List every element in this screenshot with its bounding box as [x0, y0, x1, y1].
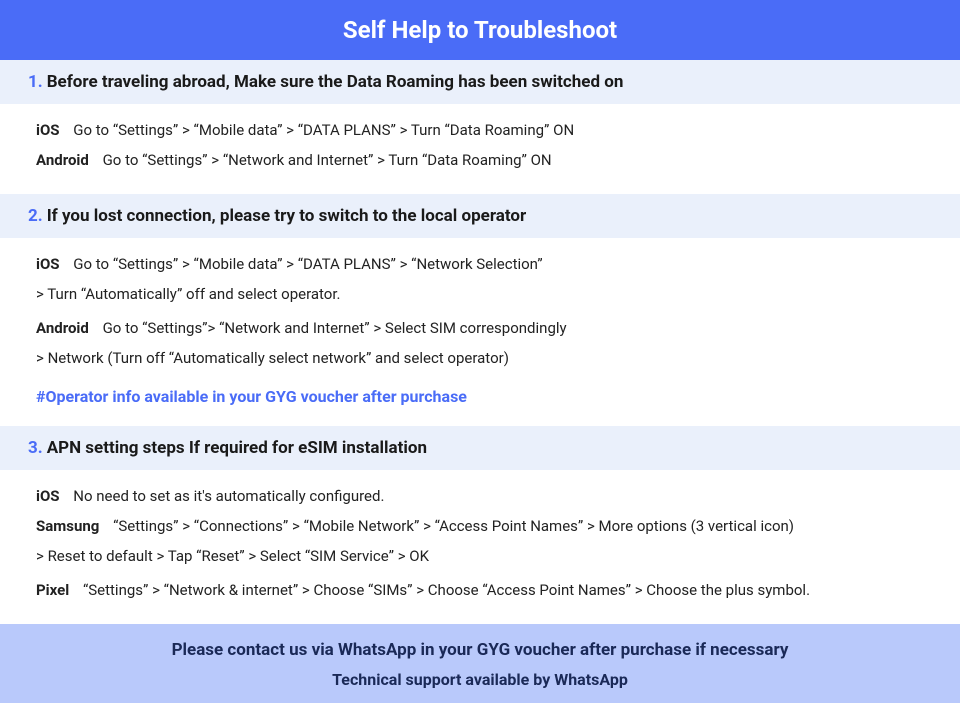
page-footer: Please contact us via WhatsApp in your G… — [0, 624, 960, 703]
section-2-note: #Operator info available in your GYG vou… — [36, 384, 924, 410]
platform-label: Pixel — [36, 581, 69, 599]
section-1-rest: Make sure the Data Roaming has been swit… — [230, 72, 624, 92]
section-2-body: iOS Go to “Settings” > “Mobile data” > “… — [0, 238, 960, 426]
section-2-item-android: Android Go to “Settings”> “Network and I… — [36, 316, 924, 340]
instruction-text: Go to “Settings” > “Network and Internet… — [103, 151, 552, 169]
section-1-number: 1. — [28, 72, 43, 92]
instruction-text: Go to “Settings”> “Network and Internet”… — [103, 319, 567, 337]
platform-label: Samsung — [36, 517, 99, 535]
section-1-heading: 1.Before traveling abroad, Make sure the… — [0, 60, 960, 104]
section-3-item-ios: iOS No need to set as it's automatically… — [36, 484, 924, 508]
section-2-item-android-cont: > Network (Turn off “Automatically selec… — [36, 346, 924, 370]
instruction-text: Go to “Settings” > “Mobile data” > “DATA… — [73, 121, 574, 139]
section-3-number: 3. — [28, 438, 43, 458]
instruction-text: No need to set as it's automatically con… — [73, 487, 384, 505]
section-2-heading: 2.If you lost connection, please try to … — [0, 194, 960, 238]
platform-label: Android — [36, 151, 89, 169]
section-1-body: iOS Go to “Settings” > “Mobile data” > “… — [0, 104, 960, 194]
instruction-text: Go to “Settings” > “Mobile data” > “DATA… — [73, 255, 542, 273]
section-2-item-ios: iOS Go to “Settings” > “Mobile data” > “… — [36, 252, 924, 276]
platform-label: iOS — [36, 255, 60, 273]
section-3-body: iOS No need to set as it's automatically… — [0, 470, 960, 624]
section-3-lead: APN setting steps If required for eSIM i… — [47, 438, 427, 458]
section-3-item-pixel: Pixel “Settings” > “Network & internet” … — [36, 578, 924, 602]
platform-label: iOS — [36, 487, 60, 505]
instruction-text: “Settings” > “Network & internet” > Choo… — [83, 581, 810, 599]
section-1-item-ios: iOS Go to “Settings” > “Mobile data” > “… — [36, 118, 924, 142]
section-3-item-samsung-cont: > Reset to default > Tap “Reset” > Selec… — [36, 544, 924, 568]
footer-line-2: Technical support available by WhatsApp — [0, 670, 960, 689]
section-3-heading: 3.APN setting steps If required for eSIM… — [0, 426, 960, 470]
section-3-item-samsung: Samsung “Settings” > “Connections” > “Mo… — [36, 514, 924, 538]
platform-label: iOS — [36, 121, 60, 139]
page-title: Self Help to Troubleshoot — [343, 16, 617, 44]
platform-label: Android — [36, 319, 89, 337]
section-2-item-ios-cont: > Turn “Automatically” off and select op… — [36, 282, 924, 306]
section-1-lead: Before traveling abroad, — [47, 72, 230, 92]
page-container: Self Help to Troubleshoot 1.Before trave… — [0, 0, 960, 640]
section-2-number: 2. — [28, 206, 43, 226]
page-header: Self Help to Troubleshoot — [0, 0, 960, 60]
section-1-item-android: Android Go to “Settings” > “Network and … — [36, 148, 924, 172]
footer-line-1: Please contact us via WhatsApp in your G… — [0, 640, 960, 660]
instruction-text: “Settings” > “Connections” > “Mobile Net… — [113, 517, 794, 535]
section-2-lead: If you lost connection, please try to sw… — [47, 206, 527, 226]
